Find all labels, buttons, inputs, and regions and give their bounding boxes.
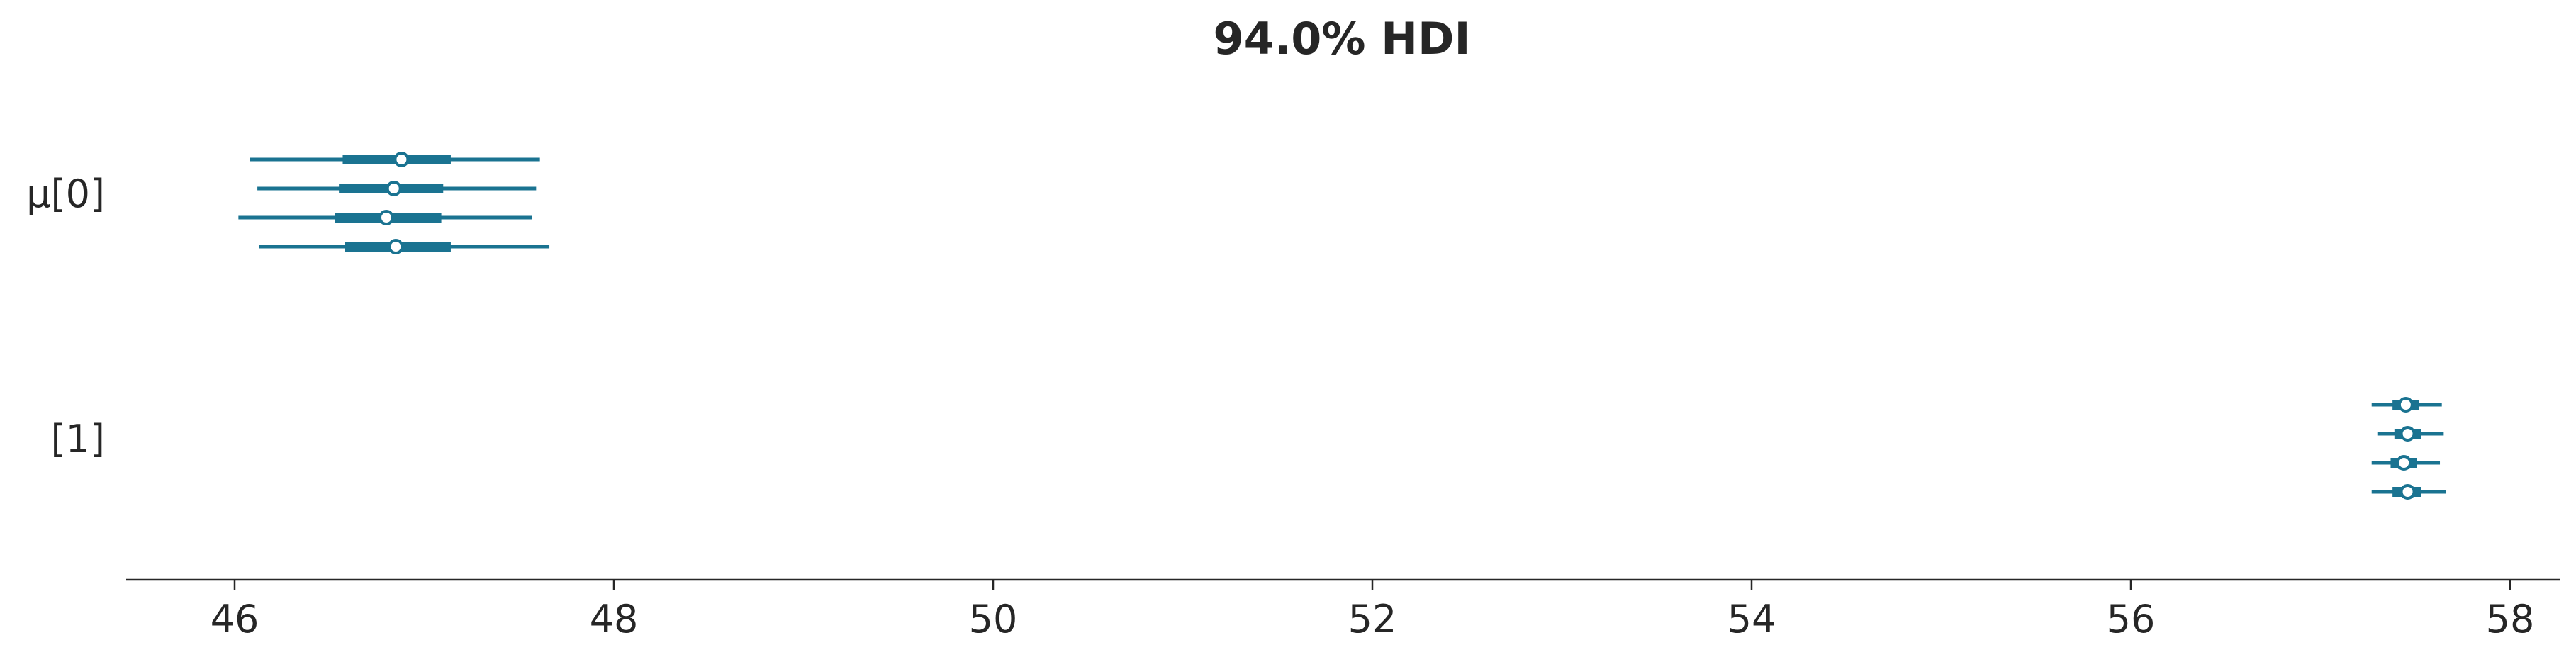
x-tick-label: 52 (1348, 597, 1397, 641)
median-point (2399, 484, 2416, 500)
x-axis: 46 48 50 52 54 56 58 (211, 580, 2535, 641)
median-point (2397, 397, 2414, 413)
median-point (2399, 426, 2416, 442)
x-tick-label: 56 (2107, 597, 2156, 641)
x-tick-label: 46 (211, 597, 259, 641)
y-axis-labels: μ[0] [1] (26, 172, 105, 461)
median-point (386, 181, 402, 196)
median-point (2396, 455, 2412, 471)
group-0 (238, 152, 550, 254)
x-tick-label: 48 (590, 597, 639, 641)
chart-title: 94.0% HDI (1213, 13, 1470, 64)
group-1 (2371, 397, 2446, 500)
median-point (393, 152, 410, 167)
x-tick-label: 54 (1727, 597, 1776, 641)
x-tick-label: 58 (2486, 597, 2535, 641)
plot-area (238, 152, 2446, 500)
x-tick-label: 50 (969, 597, 1018, 641)
y-label-group-1: [1] (51, 417, 106, 461)
median-point (388, 239, 404, 254)
y-label-group-0: μ[0] (26, 172, 105, 216)
median-point (379, 210, 394, 225)
